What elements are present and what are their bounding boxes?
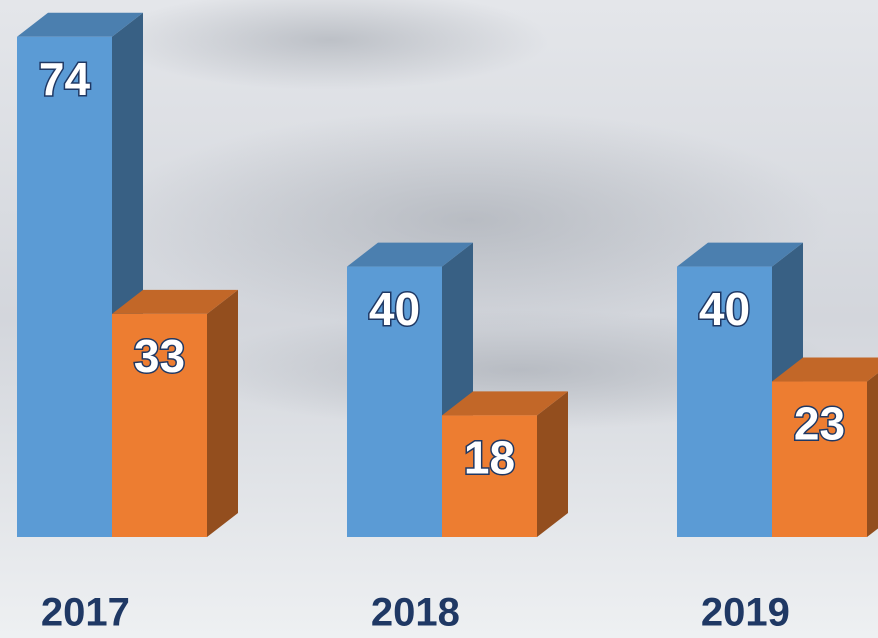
x-tick-label: 2017 bbox=[41, 591, 130, 635]
chart: 74 33 2017 40 18 2018 40 23 2019 bbox=[0, 0, 878, 638]
bar-side bbox=[867, 358, 878, 537]
bar-side bbox=[207, 290, 238, 537]
value-label: 74 bbox=[39, 53, 91, 105]
value-label: 40 bbox=[369, 283, 420, 335]
value-label: 18 bbox=[464, 431, 515, 483]
x-tick-label: 2019 bbox=[701, 591, 790, 635]
page: {"chart_data": {"type": "bar", "categori… bbox=[0, 0, 878, 638]
value-label: 23 bbox=[794, 398, 845, 450]
bar-side bbox=[537, 391, 568, 537]
value-label: 40 bbox=[699, 283, 750, 335]
value-label: 33 bbox=[134, 330, 185, 382]
bar bbox=[17, 37, 112, 537]
x-tick-label: 2018 bbox=[371, 591, 460, 635]
